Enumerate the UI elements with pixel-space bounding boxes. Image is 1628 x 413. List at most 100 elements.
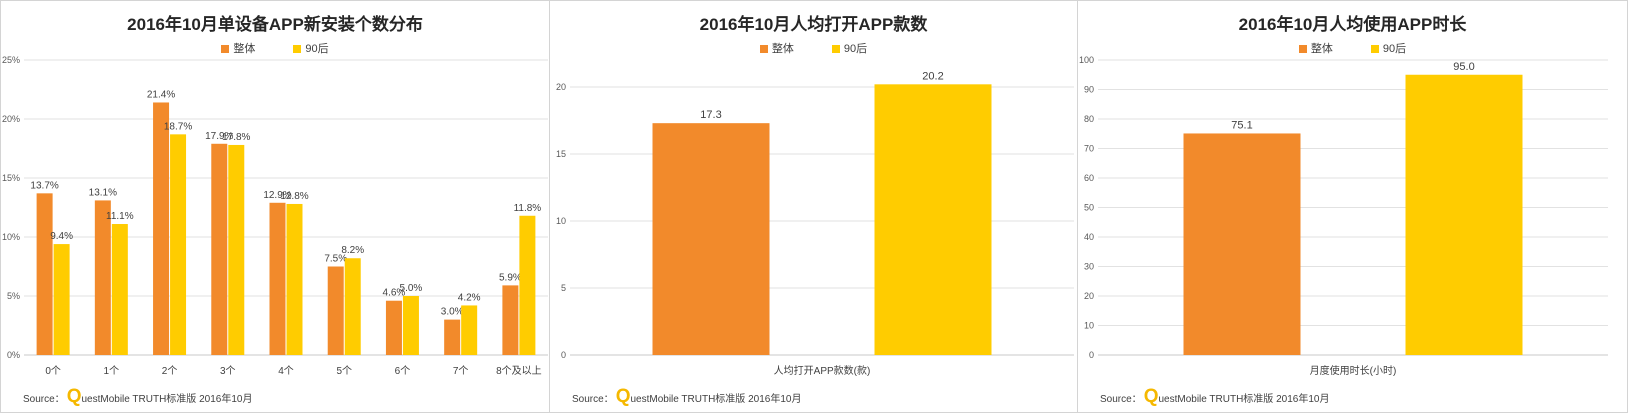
questmobile-logo-letter: Q (66, 386, 82, 407)
post90-bar (228, 144, 245, 355)
post90-bar (344, 258, 361, 355)
chart-title: 2016年10月人均使用APP时长 (1238, 15, 1467, 34)
post90-bar (1405, 74, 1523, 355)
overall-bar (327, 266, 344, 355)
chart-title: 2016年10月单设备APP新安装个数分布 (127, 15, 423, 34)
overall-data-label: 12.9% (263, 190, 291, 201)
overall-data-label: 13.7% (30, 180, 58, 191)
usage-time-chart-plot: 0 10 20 30 40 50 60 70 80 90 100 75.1 95.0 月度使用时长(小时) (1079, 55, 1608, 377)
legend-label-overall: 整体 (771, 43, 794, 55)
source-label: Source： (23, 394, 65, 405)
y-tick-label: 90 (1084, 85, 1094, 95)
overall-data-label: 5.9% (499, 272, 522, 283)
y-tick-label: 70 (1084, 144, 1094, 154)
post90-bar (111, 224, 128, 355)
x-category-label: 0个 (45, 365, 61, 377)
source-note: Source： Q uestMobile TRUTH标准版 2016年10月 (1100, 387, 1329, 407)
y-tick-label: 15% (2, 173, 20, 183)
y-tick-label: 40 (1084, 232, 1094, 242)
y-tick-label: 80 (1084, 114, 1094, 124)
y-tick-label: 5 (561, 283, 566, 293)
source-text: uestMobile TRUTH标准版 2016年10月 (81, 394, 253, 405)
legend-swatch-overall (759, 45, 768, 53)
source-note: Source： Q uestMobile TRUTH标准版 2016年10月 (23, 387, 252, 407)
y-tick-label: 60 (1084, 173, 1094, 183)
source-text: uestMobile TRUTH标准版 2016年10月 (630, 394, 802, 405)
post90-data-label: 20.2 (922, 70, 943, 82)
x-category-label: 人均打开APP款数(款) (774, 364, 871, 377)
x-category-label: 2个 (162, 365, 178, 377)
post90-data-label: 18.7% (164, 121, 192, 132)
overall-bar (153, 102, 170, 355)
chart-legend: 整体 90后 (550, 42, 1077, 56)
post90-data-label: 12.8% (280, 191, 308, 202)
overall-data-label: 4.6% (383, 288, 406, 299)
post90-bar (286, 203, 303, 355)
overall-bar (269, 202, 286, 355)
post90-bar (461, 305, 478, 355)
post90-bar (519, 215, 536, 355)
legend-label-post90: 90后 (1382, 43, 1407, 55)
legend-item-overall: 整体 (1298, 42, 1333, 56)
overall-data-label: 75.1 (1231, 119, 1252, 131)
install-count-chart-plot: 0% 5% 10% 15% 20% 25% 13.7% 9.4% 0个 13.1% 11.1% 1个 2… (2, 55, 548, 377)
post90-data-label: 5.0% (400, 283, 423, 294)
x-category-label: 4个 (278, 365, 294, 377)
chart-legend: 整体 90后 (1, 42, 549, 56)
legend-label-overall: 整体 (233, 43, 256, 55)
post90-bar (53, 244, 70, 355)
chart-title: 2016年10月人均打开APP款数 (699, 15, 928, 34)
legend-item-post90: 90后 (831, 42, 868, 56)
legend-swatch-post90 (1370, 45, 1379, 53)
chart-legend: 整体 90后 (1078, 42, 1627, 56)
overall-data-label: 21.4% (147, 89, 175, 100)
legend-swatch-post90 (293, 45, 302, 53)
overall-bar (385, 300, 402, 355)
post90-data-label: 95.0 (1453, 61, 1474, 73)
post90-data-label: 9.4% (50, 231, 73, 242)
post90-data-label: 17.8% (222, 132, 250, 143)
legend-label-overall: 整体 (1310, 43, 1333, 55)
y-tick-label: 5% (7, 291, 20, 301)
post90-data-label: 4.2% (458, 292, 481, 303)
legend-label-post90: 90后 (843, 43, 868, 55)
x-category-label: 月度使用时长(小时) (1310, 364, 1397, 377)
y-tick-label: 0% (7, 350, 20, 360)
apps-opened-chart-panel: 0 5 10 15 20 17.3 20.2 人均打开APP款数(款) 2016年10月人均打… (550, 0, 1078, 413)
y-tick-label: 100 (1079, 55, 1094, 65)
legend-swatch-overall (221, 45, 230, 53)
questmobile-logo-letter: Q (615, 386, 631, 407)
overall-bar (444, 319, 461, 355)
y-tick-label: 15 (556, 149, 566, 159)
overall-data-label: 17.9% (205, 131, 233, 142)
x-category-label: 6个 (395, 365, 411, 377)
x-category-label: 3个 (220, 365, 236, 377)
overall-bar (36, 193, 53, 355)
overall-bar (94, 200, 111, 355)
x-category-label: 5个 (336, 365, 352, 377)
overall-data-label: 7.5% (324, 254, 347, 265)
y-tick-label: 20% (2, 114, 20, 124)
overall-data-label: 13.1% (89, 187, 117, 198)
y-tick-label: 20 (556, 82, 566, 92)
usage-time-chart-panel: 0 10 20 30 40 50 60 70 80 90 100 75.1 95.0 月度使用时长(小时)… (1078, 0, 1628, 413)
source-label: Source： (572, 394, 614, 405)
overall-bar (652, 123, 770, 356)
apps-opened-chart-plot: 0 5 10 15 20 17.3 20.2 人均打开APP款数(款) (556, 70, 1074, 377)
y-tick-label: 10 (1084, 321, 1094, 331)
x-category-label: 7个 (453, 365, 469, 377)
y-tick-label: 20 (1084, 291, 1094, 301)
questmobile-logo-letter: Q (1143, 386, 1159, 407)
legend-item-post90: 90后 (1370, 42, 1407, 56)
y-tick-label: 25% (2, 55, 20, 65)
x-category-label: 1个 (104, 365, 120, 377)
legend-item-overall: 整体 (759, 42, 794, 56)
post90-bar (170, 134, 187, 355)
post90-bar (874, 84, 992, 355)
install-count-chart-panel: 0% 5% 10% 15% 20% 25% 13.7% 9.4% 0个 13.1% 11.1% 1个 2… (0, 0, 550, 413)
legend-label-post90: 90后 (305, 43, 329, 55)
overall-bar (211, 143, 228, 355)
source-note: Source： Q uestMobile TRUTH标准版 2016年10月 (572, 387, 801, 407)
overall-bar (502, 285, 519, 355)
